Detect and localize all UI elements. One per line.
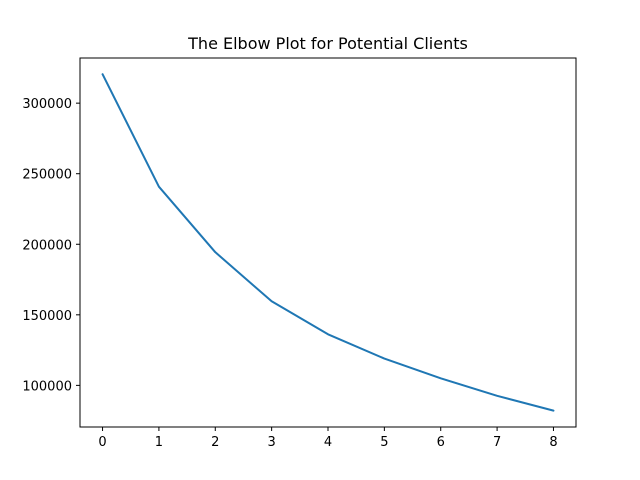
x-tick-label: 2: [211, 435, 219, 450]
x-tick-label: 6: [437, 435, 445, 450]
x-tick-label: 5: [380, 435, 388, 450]
y-tick-label: 100000: [22, 379, 72, 394]
series-line-0: [101, 73, 555, 412]
x-tick-label: 8: [549, 435, 557, 450]
chart-title: The Elbow Plot for Potential Clients: [187, 34, 468, 53]
x-axis: 0 1 2 3 4 5 6 7 8: [98, 427, 558, 450]
x-tick-label: 3: [267, 435, 275, 450]
y-tick-label: 200000: [22, 238, 72, 253]
x-tick-label: 1: [155, 435, 163, 450]
y-tick-label: 150000: [22, 309, 72, 324]
plot-frame: [79, 57, 577, 428]
plot-area: [101, 73, 555, 412]
x-tick-label: 7: [493, 435, 501, 450]
y-tick-label: 300000: [22, 97, 72, 112]
y-axis: 100000 150000 200000 250000 300000: [22, 97, 80, 394]
x-tick-label: 4: [324, 435, 332, 450]
x-tick-label: 0: [98, 435, 106, 450]
y-tick-label: 250000: [22, 168, 72, 183]
